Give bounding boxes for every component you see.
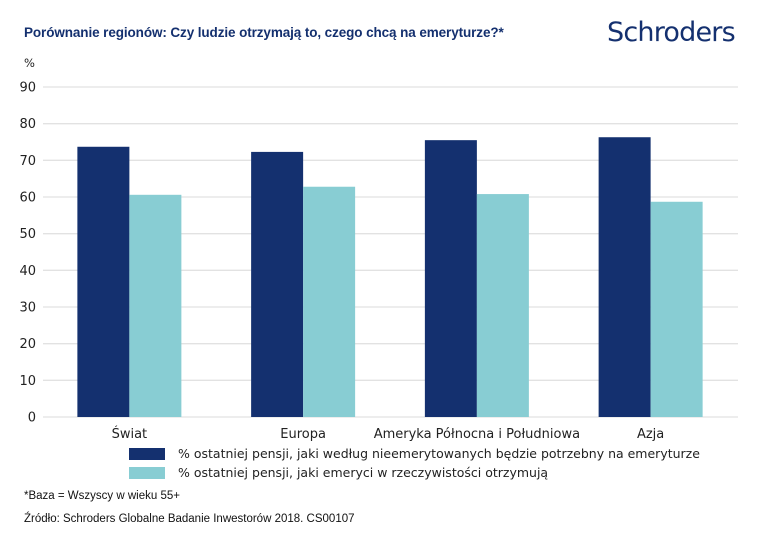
- bar-received-3: [650, 201, 703, 417]
- y-tick-label: 70: [19, 154, 36, 169]
- category-label: Europa: [280, 427, 326, 442]
- source-footnote: Źródło: Schroders Globalne Badanie Inwes…: [24, 513, 355, 525]
- category-label: Ameryka Północna i Południowa: [374, 427, 580, 442]
- y-tick-label: 0: [28, 411, 36, 426]
- bars: [77, 137, 703, 417]
- legend-item-needed: % ostatniej pensji, jaki według nieemery…: [129, 444, 700, 463]
- y-tick-label: 80: [19, 117, 36, 132]
- y-tick-label: 60: [19, 191, 36, 206]
- bar-needed-2: [424, 140, 477, 417]
- legend-swatch-received: [129, 466, 165, 479]
- bar-needed-3: [598, 137, 651, 417]
- category-labels: Świat Europa Ameryka Północna i Południowa…: [112, 426, 665, 442]
- schroders-logo: Schroders: [607, 17, 736, 48]
- legend-label-received: % ostatniej pensji, jaki emeryci w rzecz…: [178, 465, 549, 480]
- category-label: Azja: [637, 427, 664, 442]
- bar-received-2: [476, 194, 529, 417]
- y-tick-label: 30: [19, 301, 36, 316]
- bar-needed-1: [251, 151, 304, 417]
- bar-received-1: [303, 186, 356, 417]
- y-tick-label: 20: [19, 337, 36, 352]
- y-tick-label: 40: [19, 264, 36, 279]
- legend: % ostatniej pensji, jaki według nieemery…: [129, 444, 700, 482]
- chart-title: Porównanie regionów: Czy ludzie otrzymaj…: [24, 25, 504, 40]
- y-axis-ticks: 0 10 20 30 40 50 60 70 80 90: [19, 81, 36, 426]
- category-label: Świat: [112, 426, 148, 442]
- base-footnote: *Baza = Wszyscy w wieku 55+: [24, 490, 180, 502]
- legend-swatch-needed: [129, 447, 165, 460]
- legend-item-received: % ostatniej pensji, jaki emeryci w rzecz…: [129, 463, 700, 482]
- y-tick-label: 50: [19, 227, 36, 242]
- bar-needed-0: [77, 146, 130, 417]
- legend-label-needed: % ostatniej pensji, jaki według nieemery…: [178, 446, 700, 461]
- y-tick-label: 10: [19, 374, 36, 389]
- y-axis-unit-label: %: [24, 56, 35, 70]
- bar-received-0: [129, 194, 182, 417]
- y-tick-label: 90: [19, 81, 36, 96]
